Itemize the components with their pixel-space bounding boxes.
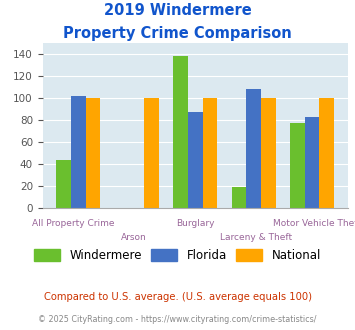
- Text: © 2025 CityRating.com - https://www.cityrating.com/crime-statistics/: © 2025 CityRating.com - https://www.city…: [38, 315, 317, 324]
- Text: Larceny & Theft: Larceny & Theft: [220, 233, 293, 242]
- Bar: [71, 96, 86, 208]
- Text: 2019 Windermere: 2019 Windermere: [104, 3, 251, 18]
- Bar: [232, 187, 246, 208]
- Bar: [56, 159, 71, 208]
- Bar: [305, 116, 320, 208]
- Bar: [188, 112, 203, 208]
- Text: Property Crime Comparison: Property Crime Comparison: [63, 26, 292, 41]
- Bar: [173, 56, 188, 208]
- Text: Arson: Arson: [121, 233, 147, 242]
- Text: All Property Crime: All Property Crime: [32, 219, 114, 228]
- Bar: [246, 89, 261, 208]
- Legend: Windermere, Florida, National: Windermere, Florida, National: [29, 244, 326, 266]
- Bar: [86, 98, 100, 208]
- Bar: [203, 98, 217, 208]
- Bar: [320, 98, 334, 208]
- Text: Motor Vehicle Theft: Motor Vehicle Theft: [273, 219, 355, 228]
- Bar: [144, 98, 159, 208]
- Bar: [261, 98, 275, 208]
- Text: Burglary: Burglary: [176, 219, 214, 228]
- Bar: [290, 123, 305, 208]
- Text: Compared to U.S. average. (U.S. average equals 100): Compared to U.S. average. (U.S. average …: [44, 292, 311, 302]
